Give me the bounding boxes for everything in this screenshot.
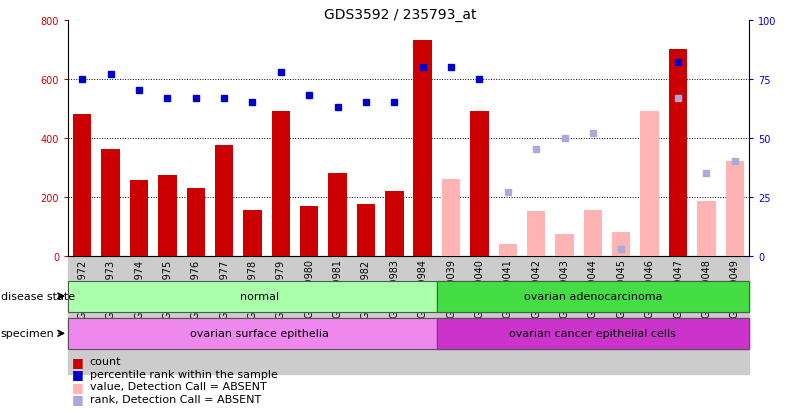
Text: percentile rank within the sample: percentile rank within the sample	[90, 369, 278, 379]
Bar	[697, 202, 715, 256]
Text: ovarian cancer epithelial cells: ovarian cancer epithelial cells	[509, 328, 676, 339]
Bar	[522, 256, 550, 374]
Text: ■: ■	[72, 355, 84, 368]
Text: ovarian adenocarcinoma: ovarian adenocarcinoma	[524, 291, 662, 301]
Bar	[413, 41, 432, 256]
Bar	[187, 188, 205, 256]
Bar	[555, 234, 574, 256]
Bar	[239, 256, 267, 374]
Bar	[493, 256, 522, 374]
Bar	[210, 256, 239, 374]
Bar	[352, 256, 380, 374]
Bar	[584, 211, 602, 256]
Bar	[607, 256, 635, 374]
Bar	[437, 281, 749, 312]
Bar	[442, 180, 461, 256]
Bar	[664, 256, 692, 374]
Bar	[158, 175, 176, 256]
Bar	[267, 256, 295, 374]
Bar	[612, 233, 630, 256]
Bar	[68, 256, 96, 374]
Text: disease state: disease state	[1, 291, 75, 301]
Bar	[578, 256, 607, 374]
Text: ■: ■	[72, 367, 84, 380]
Bar	[641, 112, 659, 256]
Bar	[470, 112, 489, 256]
Bar	[125, 256, 153, 374]
Bar	[68, 281, 437, 312]
Bar	[437, 318, 749, 349]
Text: ■: ■	[72, 392, 84, 405]
Bar	[437, 318, 749, 349]
Bar	[272, 112, 290, 256]
Bar	[721, 256, 749, 374]
Bar	[356, 204, 375, 256]
Bar	[96, 256, 125, 374]
Bar	[130, 181, 148, 256]
Bar	[550, 256, 578, 374]
Bar	[635, 256, 664, 374]
Bar	[73, 115, 91, 256]
Text: ■: ■	[72, 380, 84, 393]
Bar	[328, 173, 347, 256]
Bar	[215, 146, 233, 256]
Bar	[102, 150, 120, 256]
Bar	[409, 256, 437, 374]
Text: ovarian surface epithelia: ovarian surface epithelia	[190, 328, 329, 339]
Bar	[68, 281, 437, 312]
Text: count: count	[90, 356, 121, 366]
Bar	[527, 212, 545, 256]
Bar	[244, 211, 262, 256]
Bar	[692, 256, 721, 374]
Bar	[437, 281, 749, 312]
Text: normal: normal	[240, 291, 279, 301]
Bar	[295, 256, 324, 374]
Bar	[498, 244, 517, 256]
Text: value, Detection Call = ABSENT: value, Detection Call = ABSENT	[90, 381, 267, 391]
Bar	[68, 318, 437, 349]
Bar	[437, 256, 465, 374]
Bar	[380, 256, 409, 374]
Text: specimen: specimen	[1, 328, 54, 339]
Bar	[385, 191, 404, 256]
Bar	[726, 162, 744, 256]
Text: rank, Detection Call = ABSENT: rank, Detection Call = ABSENT	[90, 394, 261, 404]
Bar	[324, 256, 352, 374]
Bar	[182, 256, 210, 374]
Bar	[300, 206, 319, 256]
Bar	[153, 256, 182, 374]
Bar	[669, 50, 687, 256]
Bar	[465, 256, 493, 374]
Bar	[68, 318, 437, 349]
Text: GDS3592 / 235793_at: GDS3592 / 235793_at	[324, 8, 477, 22]
